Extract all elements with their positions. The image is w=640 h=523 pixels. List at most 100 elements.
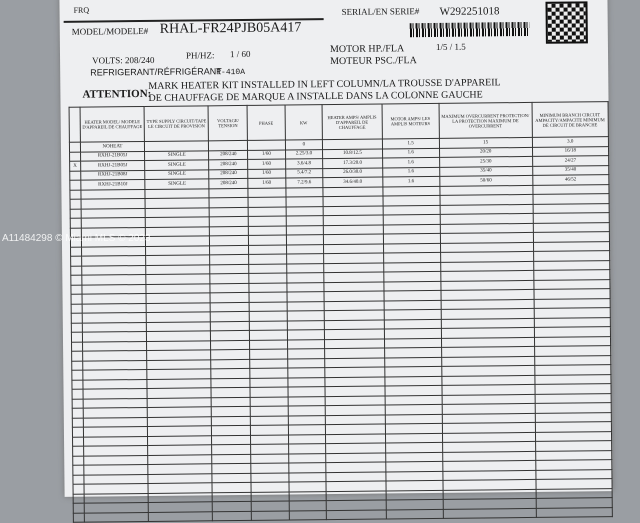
table-cell <box>211 396 251 407</box>
table-cell: 1.5 <box>381 138 440 149</box>
table-cell <box>288 481 327 492</box>
table-cell <box>70 218 82 228</box>
table-cell <box>209 197 249 208</box>
table-cell: 1/60 <box>247 178 286 188</box>
table-cell <box>382 223 441 235</box>
table-cell: 208/240 <box>208 149 248 160</box>
serial-label: SERIAL/EN SERIE# <box>341 6 420 17</box>
table-cell <box>288 491 327 502</box>
table-cell <box>209 225 249 236</box>
table-cell <box>287 339 325 350</box>
column-header: VOLTAGE/ TENSION <box>208 105 248 141</box>
table-cell <box>71 303 83 314</box>
table-cell <box>210 292 250 303</box>
table-cell <box>210 311 250 322</box>
table-cell <box>286 320 325 331</box>
attention-label: ATTENTION: <box>82 87 152 101</box>
table-cell: X <box>69 161 81 171</box>
table-cell <box>385 461 443 472</box>
table-cell <box>251 482 289 492</box>
table-cell <box>211 406 251 417</box>
table-cell <box>250 406 288 416</box>
table-cell <box>73 493 85 504</box>
table-cell <box>384 394 442 405</box>
table-cell: 1/60 <box>247 159 286 169</box>
table-cell <box>287 367 326 378</box>
table-cell <box>148 511 213 522</box>
barcode <box>409 21 530 38</box>
table-cell <box>70 208 82 219</box>
table-cell <box>286 301 325 312</box>
table-cell <box>384 413 443 424</box>
table-cell <box>70 275 82 285</box>
table-cell <box>209 235 249 246</box>
table-cell <box>385 499 444 510</box>
table-cell <box>211 349 250 360</box>
table-cell <box>288 500 327 511</box>
table-cell <box>287 377 326 388</box>
motor-hp-label: MOTOR HP./FLA <box>329 43 405 56</box>
attention-line-2: DE CHAUFFAGE DE MARQUE A INSTALLE DANS L… <box>148 89 483 104</box>
table-cell <box>72 474 84 485</box>
table-cell <box>71 360 83 371</box>
phhz-label: PH/HZ: <box>185 50 215 61</box>
table-cell <box>70 246 82 257</box>
table-cell <box>535 507 613 518</box>
table-cell <box>383 252 441 263</box>
table-cell <box>385 432 443 443</box>
table-cell: 3.6/4.8 <box>285 158 323 169</box>
table-cell <box>286 234 324 245</box>
column-header: PHASE <box>247 105 286 141</box>
table-cell: 208/240 <box>209 168 248 179</box>
table-cell: 1.6 <box>382 166 440 178</box>
column-header: HEATER MODEL/ MODELE D'APPAREIL DE CHAUF… <box>79 106 145 143</box>
table-cell <box>72 408 84 418</box>
table-cell <box>287 415 326 426</box>
table-cell <box>71 332 83 342</box>
table-cell <box>71 370 83 380</box>
table-cell <box>71 351 83 361</box>
table-cell <box>70 265 82 276</box>
table-cell <box>250 396 288 407</box>
table-cell <box>288 443 326 454</box>
table-cell <box>71 341 83 352</box>
table-cell <box>250 425 289 435</box>
table-cell <box>211 358 250 369</box>
table-cell <box>382 195 440 206</box>
table-cell <box>287 348 325 359</box>
table-cell <box>251 491 289 502</box>
table-cell <box>287 358 325 369</box>
column-header <box>69 107 81 143</box>
table-cell <box>250 472 289 483</box>
table-cell <box>69 142 81 152</box>
table-cell <box>210 320 250 331</box>
table-cell <box>247 187 286 198</box>
table-cell <box>73 503 85 513</box>
table-cell <box>73 512 85 523</box>
table-cell <box>210 254 249 265</box>
table-cell <box>288 462 327 473</box>
table-cell <box>385 470 443 481</box>
table-cell <box>208 140 248 151</box>
table-cell <box>248 225 287 236</box>
equipment-label: FRQ MODEL/MODELE# RHAL-FR24PJB05A417 SER… <box>59 0 613 523</box>
table-cell: 1.6 <box>382 157 440 168</box>
table-cell <box>382 214 441 225</box>
table-cell <box>71 379 83 390</box>
table-cell <box>285 196 324 207</box>
column-header: HEATER AMPS/ AMPLIS D'APPAREIL DE CHAUFF… <box>322 104 382 140</box>
column-header: MOTOR AMPS/ LES AMPLIS MOTEURS <box>381 103 440 140</box>
table-cell <box>72 446 84 456</box>
table-cell <box>248 273 287 283</box>
table-cell <box>249 311 287 321</box>
table-cell <box>250 387 288 397</box>
table-cell <box>286 263 324 274</box>
table-cell <box>73 484 84 494</box>
table-cell <box>210 301 250 312</box>
table-cell <box>250 444 289 454</box>
table-cell <box>248 254 287 264</box>
table-cell <box>287 386 326 397</box>
table-cell <box>382 204 440 216</box>
table-cell <box>210 282 250 293</box>
table-cell <box>251 510 289 521</box>
